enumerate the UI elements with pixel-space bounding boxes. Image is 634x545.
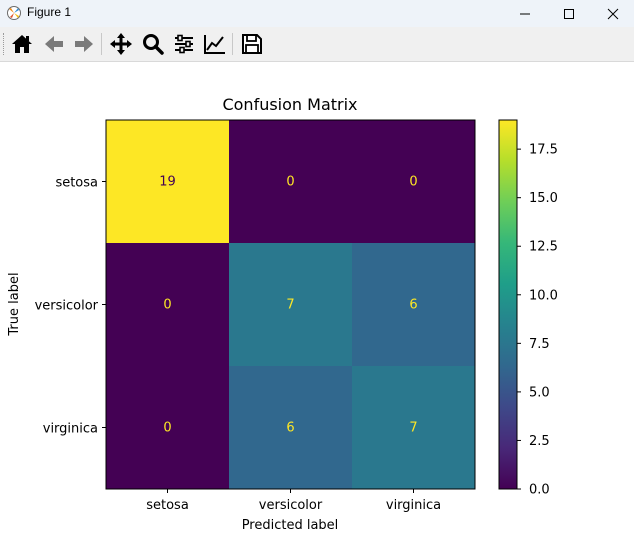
colorbar-tick-label: 12.5 xyxy=(529,240,558,255)
cell-value-label: 0 xyxy=(163,298,171,313)
back-arrow-icon xyxy=(45,36,63,52)
minimize-icon xyxy=(520,13,530,14)
forward-arrow-icon xyxy=(75,36,93,52)
toolbar-separator xyxy=(101,33,102,55)
matrix-cell xyxy=(352,366,475,489)
matrix-cell xyxy=(352,243,475,366)
y-tick-label: versicolor xyxy=(35,299,99,314)
colorbar xyxy=(498,119,518,490)
title-bar: Figure 1 xyxy=(0,0,634,27)
y-tick-label: virginica xyxy=(43,422,98,437)
y-tick-label: setosa xyxy=(55,176,98,191)
subplots-button[interactable] xyxy=(170,30,198,58)
cell-value-label: 7 xyxy=(409,421,417,436)
colorbar-tick-label: 17.5 xyxy=(529,143,558,158)
colorbar-tick-label: 7.5 xyxy=(529,337,550,352)
axes-edit-icon xyxy=(204,35,225,54)
toolbar-separator xyxy=(232,33,233,55)
matrix-cell xyxy=(229,243,352,366)
zoom-icon xyxy=(143,34,164,55)
colorbar-tick-label: 5.0 xyxy=(529,385,550,400)
x-axis-label: Predicted label xyxy=(242,518,339,533)
subplots-icon xyxy=(175,34,193,54)
close-button[interactable] xyxy=(590,0,634,27)
maximize-icon xyxy=(564,8,574,19)
pan-button[interactable] xyxy=(107,30,135,58)
home-icon xyxy=(12,35,32,53)
save-button[interactable] xyxy=(238,30,266,58)
save-icon xyxy=(242,34,262,54)
y-axis-label: True label xyxy=(7,272,22,336)
back-button[interactable] xyxy=(40,30,68,58)
cell-value-label: 6 xyxy=(409,298,417,313)
cell-value-label: 0 xyxy=(409,175,417,190)
cell-value-label: 7 xyxy=(286,298,294,313)
matrix-cell xyxy=(106,120,229,243)
home-button[interactable] xyxy=(8,30,36,58)
cell-value-label: 0 xyxy=(286,175,294,190)
maximize-button[interactable] xyxy=(546,0,592,27)
figure-canvas[interactable]: Confusion Matrix 19 0 0 0 7 6 0 6 7 setosa versic… xyxy=(0,62,634,541)
x-tick-label: setosa xyxy=(146,498,189,513)
zoom-button[interactable] xyxy=(139,30,167,58)
pan-icon xyxy=(110,33,132,55)
forward-button[interactable] xyxy=(70,30,98,58)
matrix-cell xyxy=(229,366,352,489)
cell-value-label: 0 xyxy=(163,421,171,436)
navigation-toolbar xyxy=(0,27,634,62)
matrix-cell xyxy=(229,120,352,243)
confusion-matrix-chart: Confusion Matrix 19 0 0 0 7 6 0 6 7 setosa versic… xyxy=(7,95,558,533)
minimize-button[interactable] xyxy=(502,0,548,27)
colorbar-tick-label: 2.5 xyxy=(529,434,550,449)
window-title: Figure 1 xyxy=(27,5,72,19)
x-tick-label: virginica xyxy=(386,498,441,513)
cell-value-label: 6 xyxy=(286,421,294,436)
matrix-cell xyxy=(106,243,229,366)
colorbar-tick-label: 0.0 xyxy=(529,483,550,498)
cell-value-label: 19 xyxy=(159,175,176,190)
edit-axes-button[interactable] xyxy=(201,30,229,58)
x-tick-label: versicolor xyxy=(259,498,323,513)
matrix-cell xyxy=(352,120,475,243)
matrix-cell xyxy=(106,366,229,489)
colorbar-tick-label: 10.0 xyxy=(529,288,558,303)
colorbar-tick-label: 15.0 xyxy=(529,191,558,206)
toolbar-grip xyxy=(3,33,7,55)
matplotlib-logo-icon xyxy=(7,6,21,20)
close-icon xyxy=(607,8,619,19)
chart-title: Confusion Matrix xyxy=(222,95,357,114)
